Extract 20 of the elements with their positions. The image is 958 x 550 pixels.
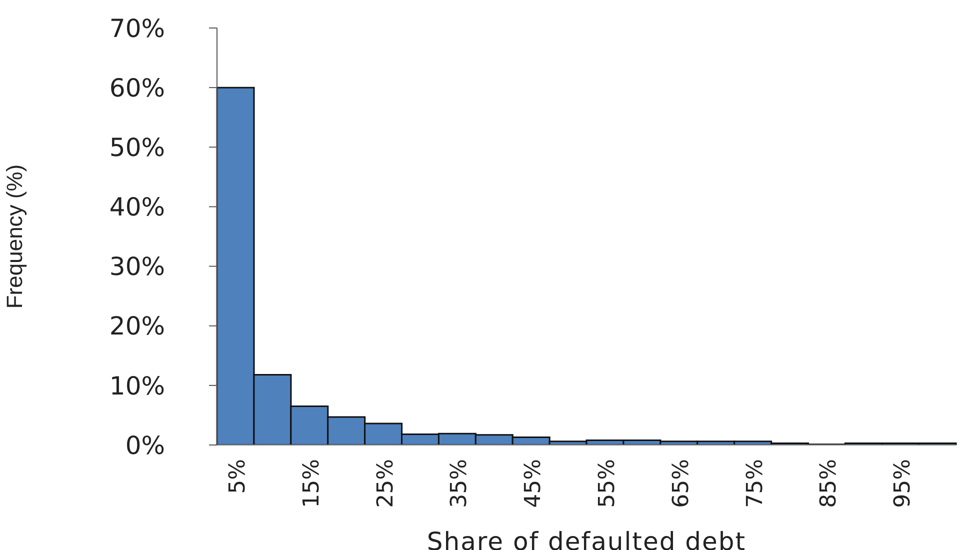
x-tick-label: 75% <box>742 459 768 508</box>
x-tick-label: 85% <box>816 459 842 508</box>
x-tick-label: 45% <box>521 459 546 508</box>
x-tick-label: 65% <box>668 459 694 508</box>
y-tick-label: 0% <box>125 430 165 460</box>
y-tick-label: 50% <box>109 133 165 162</box>
y-tick-label: 60% <box>109 73 165 102</box>
x-tick-label: 5% <box>225 459 250 494</box>
x-axis-title: Share of defaulted debt <box>426 527 746 550</box>
x-tick-label: 35% <box>447 459 472 508</box>
y-tick-label: 20% <box>109 312 165 341</box>
y-tick-label: 10% <box>109 371 165 400</box>
y-axis-title: Frequency (%) <box>2 164 27 309</box>
y-tick-label: 40% <box>109 192 165 222</box>
y-tick-label: 70% <box>109 14 165 43</box>
x-tick-label: 25% <box>373 459 398 508</box>
x-tick-label: 95% <box>890 459 916 508</box>
x-tick-label: 15% <box>299 459 324 508</box>
x-tick-label: 55% <box>594 459 620 508</box>
y-tick-label: 30% <box>109 252 165 282</box>
